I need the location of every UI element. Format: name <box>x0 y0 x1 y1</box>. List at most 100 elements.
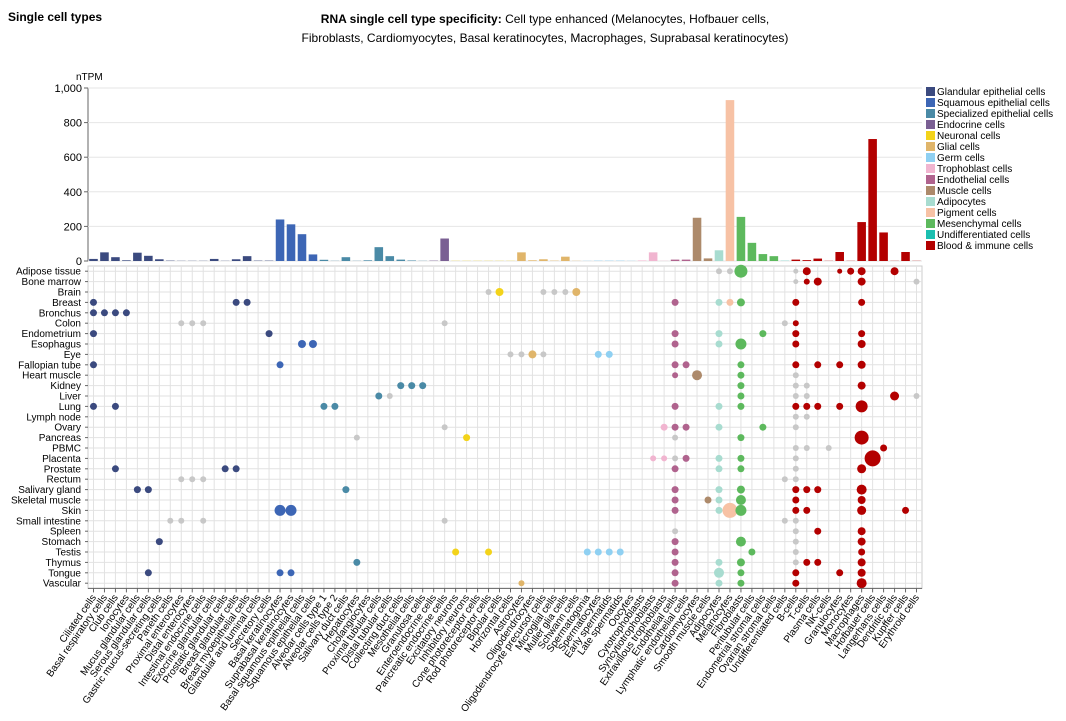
expression-dot <box>792 445 799 451</box>
expression-dot <box>200 517 207 524</box>
tissue-label: Eye <box>64 350 82 361</box>
legend-swatch <box>926 87 935 96</box>
expression-dot <box>594 548 602 556</box>
bar <box>747 242 757 261</box>
legend-label: Specialized epithelial cells <box>937 109 1053 120</box>
expression-dot <box>792 372 799 379</box>
expression-dot <box>672 528 679 535</box>
expression-dot <box>792 340 800 348</box>
tissue-label: Skeletal muscle <box>11 496 81 507</box>
expression-dot <box>353 558 361 566</box>
expression-dot <box>825 445 832 451</box>
expression-dot <box>583 548 591 556</box>
expression-dot <box>735 338 747 350</box>
expression-dot <box>441 517 448 524</box>
expression-dot <box>802 267 811 276</box>
expression-dot <box>813 277 822 286</box>
bar <box>122 260 131 261</box>
tissue-label: Testis <box>55 548 81 559</box>
legend-label: Endothelial cells <box>937 175 1009 186</box>
expression-dot <box>671 486 679 494</box>
bar <box>879 232 888 261</box>
expression-dot <box>836 402 844 410</box>
expression-dot <box>857 505 867 515</box>
expression-dot <box>276 569 284 577</box>
expression-dot <box>792 455 799 462</box>
expression-dot <box>713 567 724 578</box>
expression-dot <box>792 496 800 504</box>
bar <box>133 252 142 261</box>
bar <box>681 259 691 261</box>
tissue-label: Small intestine <box>16 516 81 527</box>
expression-dot <box>528 350 537 359</box>
expression-dot <box>572 288 581 296</box>
tissue-label: Esophagus <box>31 340 81 351</box>
expression-dot <box>913 393 920 399</box>
expression-dot <box>759 423 767 431</box>
expression-dot <box>737 392 745 400</box>
tissue-label: Lung <box>59 402 81 413</box>
expression-dot <box>814 558 822 566</box>
expression-dot <box>671 579 679 587</box>
bar <box>100 252 109 261</box>
legend-label: Glandular epithelial cells <box>937 87 1045 98</box>
expression-dot <box>792 298 800 306</box>
expression-dot <box>726 268 733 275</box>
expression-dot <box>847 267 855 275</box>
expression-dot <box>200 476 207 483</box>
expression-dot <box>857 568 866 577</box>
legend-swatch <box>926 164 935 173</box>
expression-dot <box>167 517 174 524</box>
legend-swatch <box>926 175 935 184</box>
expression-dot <box>671 538 679 546</box>
expression-dot <box>781 320 788 327</box>
expression-dot <box>792 320 799 327</box>
legend-swatch <box>926 241 935 250</box>
expression-dot <box>178 320 185 327</box>
expression-dot <box>736 298 745 307</box>
legend-label: Germ cells <box>937 153 985 164</box>
expression-dot <box>100 309 108 317</box>
tissue-label: Kidney <box>50 381 81 392</box>
bar <box>736 216 746 261</box>
bar <box>385 256 395 261</box>
bar <box>769 256 779 261</box>
expression-dot <box>232 298 240 306</box>
tissue-label: Liver <box>59 392 81 403</box>
tissue-label: Vascular <box>43 579 82 590</box>
expression-dot <box>386 393 393 399</box>
expression-dot <box>671 330 679 338</box>
expression-dot <box>89 309 97 317</box>
expression-dot <box>793 268 799 274</box>
expression-dot <box>671 506 679 514</box>
bar <box>242 256 252 261</box>
tissue-label: Bronchus <box>39 308 81 319</box>
expression-dot <box>792 382 799 389</box>
expression-dot <box>692 370 703 381</box>
tissue-label: Spleen <box>50 527 81 538</box>
expression-dot <box>89 298 97 306</box>
expression-dot <box>441 320 448 327</box>
expression-dot <box>737 361 745 369</box>
bar <box>561 256 570 261</box>
expression-dot <box>682 423 690 431</box>
chart-title-lead: RNA single cell type specificity: <box>320 12 502 26</box>
expression-dot <box>858 330 866 338</box>
expression-dot <box>792 528 799 535</box>
expression-dot <box>857 381 866 390</box>
expression-dot <box>594 350 602 358</box>
expression-dot <box>792 413 799 420</box>
legend-swatch <box>926 142 935 151</box>
tissue-label: Lymph node <box>26 412 81 423</box>
expression-dot <box>672 372 679 379</box>
expression-dot <box>408 382 416 390</box>
legend-label: Blood & immune cells <box>937 241 1033 252</box>
expression-dot <box>111 309 119 317</box>
expression-dot <box>485 289 492 295</box>
legend-swatch <box>926 186 935 195</box>
expression-dot <box>111 465 119 473</box>
expression-dot <box>735 536 746 547</box>
bar <box>396 259 406 261</box>
bar <box>703 258 713 261</box>
legend-swatch <box>926 109 935 118</box>
